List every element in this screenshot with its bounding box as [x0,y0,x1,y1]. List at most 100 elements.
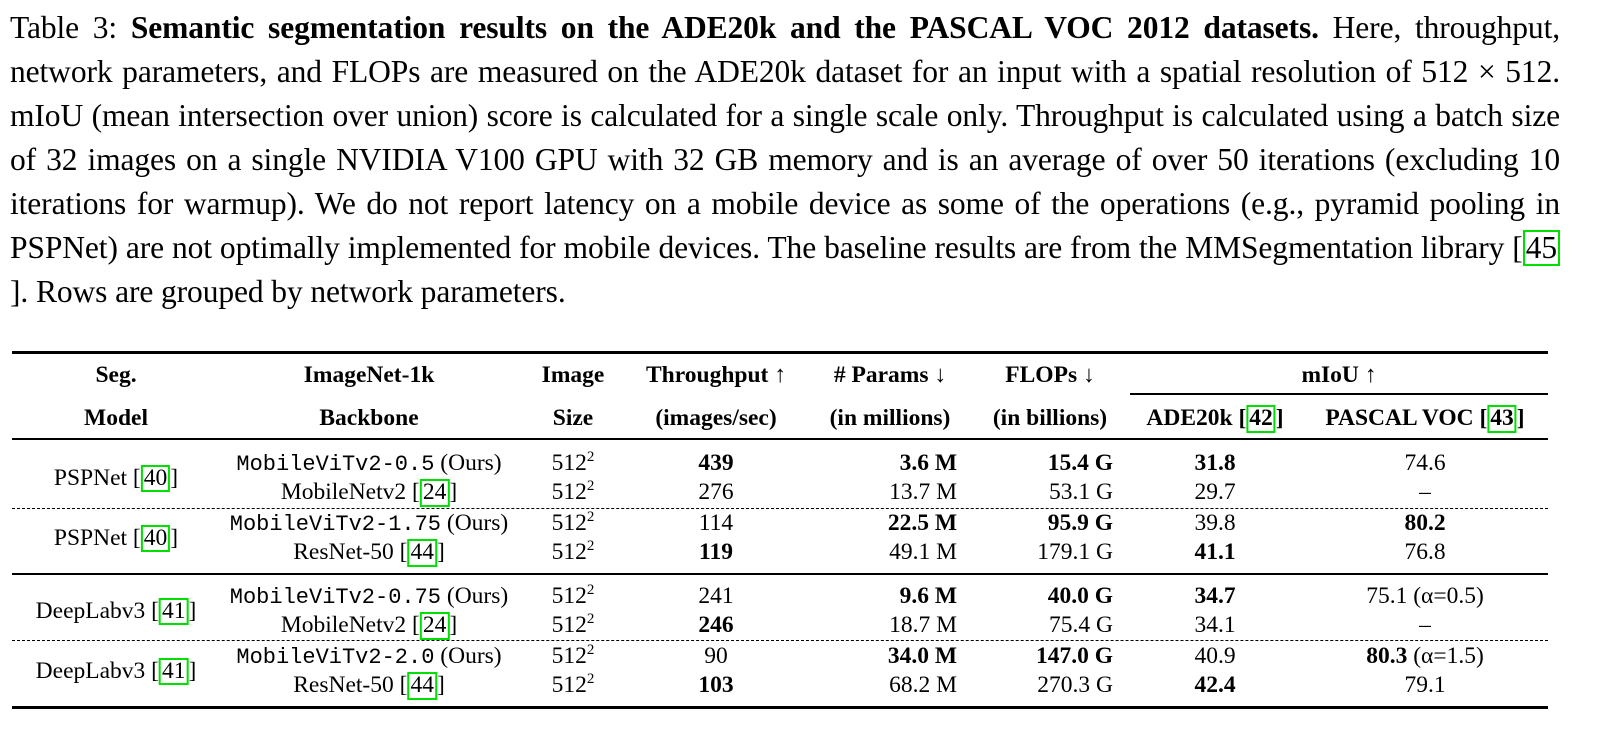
flops-value: 75.4 G [1049,612,1113,638]
ade-value: 39.8 [1194,510,1236,536]
flops-value: 147.0 G [1035,643,1113,669]
voc-value: – [1419,611,1431,639]
top-rule [12,351,1548,354]
backbone-name: MobileViTv2-2.0 [236,645,435,670]
size-value: 512 [551,479,587,505]
size-exponent: 2 [586,509,595,525]
params-value: 3.6 M [899,450,957,476]
seg-model: DeepLabv3 [41] [35,657,197,685]
citation-link[interactable]: 41 [159,657,189,685]
voc-score: – [1419,479,1431,505]
header-pascal-voc: PASCAL VOC [43] [1325,405,1525,433]
caption-title: Semantic segmentation results on the ADE… [130,10,1319,45]
seg-model: DeepLabv3 [41] [35,597,197,625]
model-name: PSPNet [ [53,464,141,491]
backbone-name: MobileViTv2-1.75 [229,512,442,537]
backbone-cell: MobileViTv2-0.5 (Ours) [236,449,501,479]
citation-link[interactable]: 24 [419,612,450,640]
bottom-rule [12,706,1548,709]
size-exponent: 2 [586,642,595,658]
size-value: 512 [551,450,587,476]
backbone-cell: ResNet-50 [44] [293,672,445,700]
citation-link[interactable]: 40 [140,464,171,492]
voc-score: 75.1 [1366,583,1408,609]
header-miou: mIoU ↑ [1301,362,1377,388]
voc-score: 74.6 [1404,450,1446,476]
header-params: # Params ↓ [833,362,947,388]
citation-link[interactable]: 42 [1246,405,1276,433]
citation-link[interactable]: 41 [159,597,189,625]
ade-value: 31.8 [1194,450,1236,476]
voc-score: 76.8 [1404,539,1446,565]
ours-tag: (Ours) [440,643,502,669]
params-value: 34.0 M [887,643,957,669]
model-name: PSPNet [ [53,524,141,551]
throughput-value: 439 [698,450,734,476]
params-value: 18.7 M [889,612,957,638]
header-ade20k: ADE20k [42] [1146,405,1284,433]
caption-body: Here, throughput, network parameters, an… [10,10,1561,265]
throughput-value: 276 [698,479,734,505]
citation-link[interactable]: 44 [407,539,437,567]
header-params-unit: (in millions) [829,405,951,431]
size-value: 512 [551,612,587,638]
flops-value: 95.9 G [1047,510,1113,536]
header-image: Image [541,362,605,388]
voc-score: 79.1 [1404,672,1446,698]
image-size: 5122 [552,449,595,477]
size-exponent: 2 [586,611,595,627]
backbone-name: MobileViTv2-0.5 [236,452,435,477]
model-name: DeepLabv3 [ [35,597,159,624]
params-value: 13.7 M [889,479,957,505]
header-flops-unit: (in billions) [992,405,1108,431]
citation-link[interactable]: 44 [407,672,437,700]
ade-value: 40.9 [1194,643,1236,669]
ade-value: 29.7 [1194,479,1236,505]
header-imagenet: ImageNet-1k [303,362,435,388]
params-value: 22.5 M [887,510,957,536]
voc-value: 74.6 [1404,449,1445,477]
header-backbone: Backbone [319,405,419,431]
ours-tag: (Ours) [440,450,502,476]
backbone-cell: MobileNetv2 [24] [280,612,458,640]
image-size: 5122 [552,538,595,566]
header-throughput: Throughput ↑ [646,362,786,388]
ade-value: 42.4 [1194,672,1236,698]
voc-score: 80.2 [1404,510,1446,536]
backbone-cell: MobileNetv2 [24] [280,479,458,507]
caption-label: Table 3: [10,10,118,45]
throughput-value: 90 [704,643,728,669]
image-size: 5122 [552,582,595,610]
voc-score: 80.3 [1366,643,1408,669]
params-value: 49.1 M [889,539,957,565]
size-exponent: 2 [586,538,595,554]
citation-link[interactable]: 40 [140,524,171,552]
image-size: 5122 [552,478,595,506]
throughput-value: 246 [698,612,734,638]
citation-link[interactable]: 24 [419,479,450,507]
backbone-name: ResNet-50 [ [293,672,408,698]
citation-link[interactable]: 43 [1487,405,1517,433]
citation-link[interactable]: 45 [1522,230,1560,266]
backbone-cell: MobileViTv2-1.75 (Ours) [230,509,508,539]
header-model: Model [84,405,148,431]
voc-value: 80.3 (α=1.5) [1366,642,1484,670]
size-value: 512 [551,583,587,609]
backbone-cell: MobileViTv2-0.75 (Ours) [230,582,508,612]
header-size: Size [552,405,594,431]
size-value: 512 [551,510,587,536]
header-seg: Seg. [95,362,137,388]
voc-value: 80.2 [1404,509,1445,537]
backbone-name: MobileViTv2-0.75 [229,585,442,610]
ade-value: 41.1 [1194,539,1236,565]
seg-model: PSPNet [40] [53,464,179,492]
throughput-value: 241 [698,583,734,609]
ours-tag: (Ours) [446,583,509,609]
caption-body-end: ]. Rows are grouped by network parameter… [10,274,566,309]
table-caption: Table 3: Semantic segmentation results o… [10,6,1560,314]
section-rule [12,573,1548,575]
voc-value: 76.8 [1404,538,1445,566]
backbone-name: ResNet-50 [ [293,539,408,565]
size-value: 512 [551,539,587,565]
throughput-value: 114 [698,510,734,536]
